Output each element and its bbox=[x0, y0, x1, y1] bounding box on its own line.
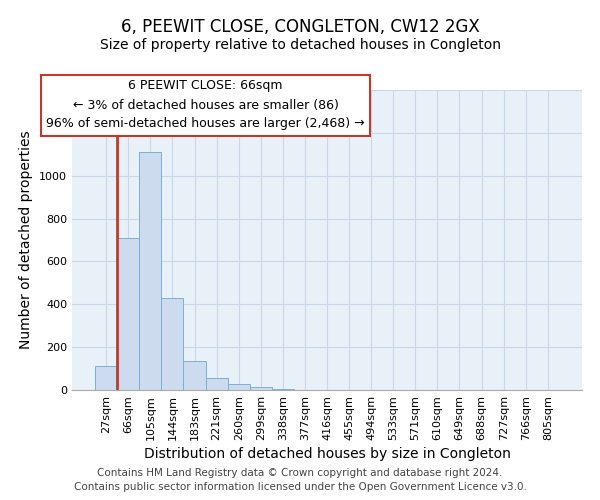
Bar bbox=[117, 238, 139, 390]
Bar bbox=[184, 361, 206, 390]
Bar bbox=[161, 298, 184, 390]
Bar bbox=[250, 387, 272, 390]
X-axis label: Distribution of detached houses by size in Congleton: Distribution of detached houses by size … bbox=[143, 447, 511, 461]
Text: Contains HM Land Registry data © Crown copyright and database right 2024.
Contai: Contains HM Land Registry data © Crown c… bbox=[74, 468, 526, 492]
Text: 6, PEEWIT CLOSE, CONGLETON, CW12 2GX: 6, PEEWIT CLOSE, CONGLETON, CW12 2GX bbox=[121, 18, 479, 36]
Bar bbox=[95, 366, 117, 390]
Bar bbox=[139, 152, 161, 390]
Text: 6 PEEWIT CLOSE: 66sqm
← 3% of detached houses are smaller (86)
96% of semi-detac: 6 PEEWIT CLOSE: 66sqm ← 3% of detached h… bbox=[46, 80, 365, 130]
Bar bbox=[206, 378, 227, 390]
Bar bbox=[227, 384, 250, 390]
Text: Size of property relative to detached houses in Congleton: Size of property relative to detached ho… bbox=[100, 38, 500, 52]
Y-axis label: Number of detached properties: Number of detached properties bbox=[19, 130, 34, 350]
